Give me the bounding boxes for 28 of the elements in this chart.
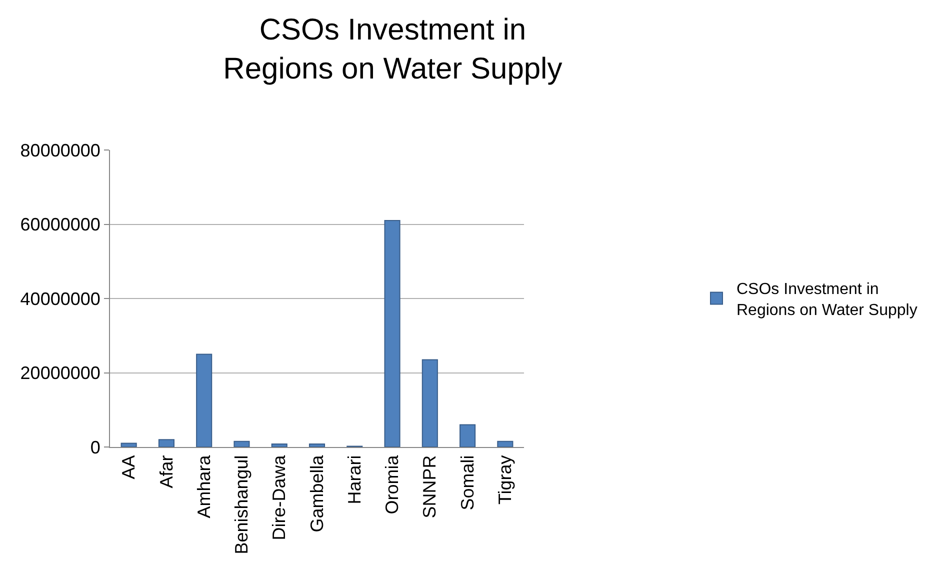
y-tick-label: 20000000 (20, 363, 100, 384)
x-tick-label: Afar (156, 455, 176, 488)
y-tick-label: 40000000 (20, 288, 100, 309)
x-tick-label: Somali (457, 455, 478, 510)
bar (497, 440, 514, 447)
bar (422, 359, 438, 447)
x-tick-label: AA (118, 455, 139, 480)
bar (460, 424, 476, 447)
legend-label: CSOs Investment in Regions on Water Supply (736, 281, 918, 319)
chart-title: CSOs Investment in Regions on Water Supply (223, 14, 562, 86)
y-tick-label: 60000000 (20, 214, 100, 235)
x-tick-label: Amhara (194, 454, 214, 518)
bar (158, 439, 174, 447)
y-tick-label: 0 (90, 437, 100, 458)
x-tick-label: Tigray (495, 455, 516, 505)
bar (196, 354, 212, 447)
x-tick-label: Dire-Dawa (269, 454, 290, 540)
x-tick-label: Oromia (382, 454, 402, 514)
x-tick-label: Harari (344, 455, 364, 504)
x-tick-label: Benishangul (232, 455, 252, 554)
bar (234, 440, 250, 447)
x-tick-label: SNNPR (420, 455, 440, 518)
bar (308, 444, 326, 447)
y-tick-label: 80000000 (20, 140, 100, 160)
bar (120, 442, 137, 447)
bar (271, 444, 288, 447)
x-tick-label: Gambella (306, 454, 327, 532)
bar (384, 220, 400, 447)
